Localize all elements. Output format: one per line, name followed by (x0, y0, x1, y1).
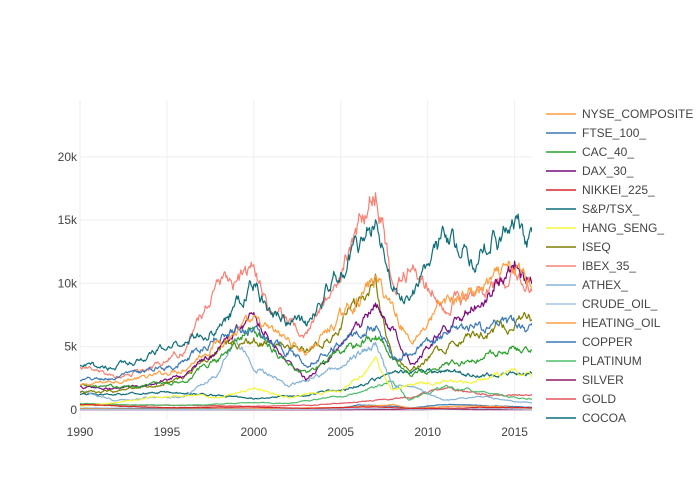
legend-item[interactable]: PLATINUM (546, 354, 642, 368)
legend-item[interactable]: FTSE_100_ (546, 126, 646, 140)
legend-item[interactable]: CAC_40_ (546, 145, 634, 159)
legend-label: SILVER (582, 373, 624, 387)
legend-label: ATHEX_ (582, 278, 628, 292)
x-tick-label: 2005 (327, 425, 354, 439)
legend-label: PLATINUM (582, 354, 642, 368)
x-tick-label: 2015 (501, 425, 528, 439)
x-tick-label: 2000 (240, 425, 267, 439)
series-line[interactable] (80, 380, 532, 406)
legend-label: NIKKEI_225_ (582, 183, 655, 197)
series-line[interactable] (80, 273, 532, 394)
y-tick-label: 0 (70, 403, 77, 417)
series-lines (80, 192, 532, 411)
y-tick-label: 10k (58, 276, 78, 290)
series-line[interactable] (80, 260, 532, 387)
series-line[interactable] (80, 213, 532, 371)
legend-item[interactable]: CRUDE_OIL_ (546, 297, 658, 311)
y-tick-label: 20k (58, 150, 78, 164)
legend-item[interactable]: HANG_SENG_ (546, 221, 664, 235)
y-axis-ticks: 0 5k 10k 15k 20k (58, 150, 78, 417)
series-line[interactable] (80, 260, 532, 391)
legend-item[interactable]: S&P/TSX_ (546, 202, 640, 216)
legend-item[interactable]: COCOA (546, 411, 626, 425)
series-line[interactable] (80, 192, 532, 379)
x-tick-label: 1995 (154, 425, 181, 439)
legend-item[interactable]: ATHEX_ (546, 278, 628, 292)
legend-label: ISEQ (582, 240, 611, 254)
x-tick-label: 1990 (67, 425, 94, 439)
legend-label: IBEX_35_ (582, 259, 636, 273)
series-line[interactable] (80, 337, 532, 404)
series-line[interactable] (80, 326, 532, 389)
legend-label: FTSE_100_ (582, 126, 646, 140)
legend-item[interactable]: COPPER (546, 335, 633, 349)
legend-label: CRUDE_OIL_ (582, 297, 658, 311)
series-line[interactable] (80, 356, 532, 407)
legend-item[interactable]: NIKKEI_225_ (546, 183, 655, 197)
legend-label: GOLD (582, 392, 616, 406)
legend-label: COCOA (582, 411, 626, 425)
legend[interactable]: NYSE_COMPOSITE FTSE_100_ CAC_40_ DAX_30_ NIK… (546, 107, 693, 425)
legend-item[interactable]: SILVER (546, 373, 624, 387)
y-tick-label: 15k (58, 213, 78, 227)
legend-label: NYSE_COMPOSITE (582, 107, 693, 121)
legend-label: COPPER (582, 335, 633, 349)
legend-item[interactable]: GOLD (546, 392, 616, 406)
legend-item[interactable]: DAX_30_ (546, 164, 634, 178)
legend-label: HEATING_OIL (582, 316, 661, 330)
legend-item[interactable]: ISEQ (546, 240, 611, 254)
series-line[interactable] (80, 314, 532, 382)
series-line[interactable] (80, 403, 532, 410)
legend-item[interactable]: IBEX_35_ (546, 259, 636, 273)
legend-label: HANG_SENG_ (582, 221, 664, 235)
legend-item[interactable]: HEATING_OIL (546, 316, 661, 330)
x-tick-label: 2010 (414, 425, 441, 439)
y-tick-label: 5k (64, 340, 78, 354)
legend-label: CAC_40_ (582, 145, 634, 159)
x-axis-ticks: 1990 1995 2000 2005 2010 2015 (67, 425, 529, 439)
series-line[interactable] (80, 367, 532, 400)
legend-label: DAX_30_ (582, 164, 634, 178)
legend-item[interactable]: NYSE_COMPOSITE (546, 107, 693, 121)
legend-label: S&P/TSX_ (582, 202, 640, 216)
